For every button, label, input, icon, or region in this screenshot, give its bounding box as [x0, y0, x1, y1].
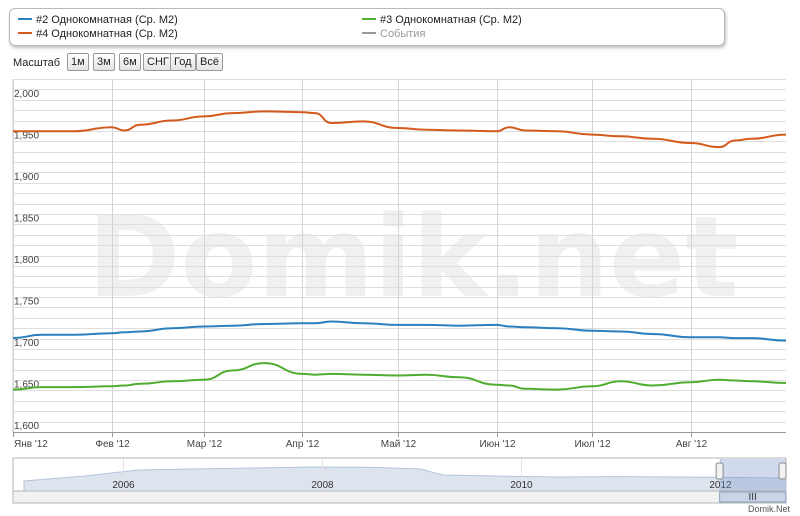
- scale-label: Масштаб: [13, 57, 61, 69]
- legend-item-series-3[interactable]: #3 Однокомнатная (Ср. М2): [362, 14, 522, 26]
- navigator-scrollbar[interactable]: III: [12, 490, 787, 504]
- y-tick-label: 2,000: [14, 89, 39, 100]
- legend-label: #3 Однокомнатная (Ср. М2): [380, 14, 522, 26]
- navigator-selection[interactable]: [719, 459, 786, 491]
- zoom-year-button[interactable]: Год: [170, 53, 196, 71]
- legend-swatch: [362, 18, 376, 21]
- y-tick-label: 1,950: [14, 130, 39, 141]
- scrollbar-thumb[interactable]: [719, 491, 787, 503]
- x-tick-label: Мар '12: [187, 439, 223, 450]
- zoom-6m-button[interactable]: 6м: [119, 53, 141, 71]
- legend-swatch: [362, 32, 376, 35]
- zoom-all-button[interactable]: Всё: [196, 53, 223, 71]
- x-tick-label: Июн '12: [479, 439, 515, 450]
- y-tick-label: 1,650: [14, 379, 39, 390]
- navigator-area: [23, 466, 787, 492]
- watermark-text: Domik.net: [87, 193, 738, 323]
- x-tick-label: Авг '12: [676, 439, 708, 450]
- navigator-right-handle[interactable]: [778, 462, 787, 480]
- legend-label: #4 Однокомнатная (Ср. М2): [36, 28, 178, 40]
- navigator-labels: 2006 2008 2010 2012: [112, 480, 732, 491]
- y-tick-label: 1,850: [14, 213, 39, 224]
- x-tick-label: Янв '12: [14, 439, 48, 450]
- legend: #2 Однокомнатная (Ср. М2) #4 Однокомнатн…: [9, 8, 725, 46]
- series-line: [12, 110, 787, 149]
- series-line: [12, 320, 787, 342]
- x-tick-label: Май '12: [381, 439, 417, 450]
- zoom-3m-button[interactable]: 3м: [93, 53, 115, 71]
- legend-label: #2 Однокомнатная (Ср. М2): [36, 14, 178, 26]
- navigator-left-handle[interactable]: [715, 462, 724, 480]
- horizontal-gridlines: [12, 79, 786, 433]
- vertical-gridlines: [13, 79, 786, 437]
- navigator-year-label: 2006: [112, 480, 135, 491]
- series-line: [12, 362, 787, 391]
- legend-swatch: [18, 18, 32, 21]
- y-axis-labels: 1,600 1,650 1,700 1,750 1,800 1,850 1,900 1,950…: [14, 89, 39, 432]
- y-tick-label: 1,750: [14, 296, 39, 307]
- legend-swatch: [18, 32, 32, 35]
- credit-text: Domik.Net: [748, 504, 791, 514]
- navigator-year-label: 2012: [709, 480, 732, 491]
- x-tick-label: Апр '12: [286, 439, 320, 450]
- legend-item-series-2[interactable]: #2 Однокомнатная (Ср. М2): [18, 14, 178, 26]
- y-tick-label: 1,700: [14, 338, 39, 349]
- navigator-year-label: 2008: [311, 480, 334, 491]
- scrollbar-track: [12, 490, 787, 504]
- navigator-year-label: 2010: [510, 480, 533, 491]
- x-tick-label: Июл '12: [574, 439, 611, 450]
- legend-item-events[interactable]: События: [362, 28, 425, 40]
- series-lines: [12, 110, 787, 391]
- x-axis-labels: Янв '12 Фев '12 Мар '12 Апр '12 Май '12 Июн '…: [14, 439, 708, 450]
- legend-label: События: [380, 28, 426, 40]
- x-tick-label: Фев '12: [95, 439, 130, 450]
- y-tick-label: 1,800: [14, 255, 39, 266]
- y-tick-label: 1,900: [14, 172, 39, 183]
- legend-item-series-4[interactable]: #4 Однокомнатная (Ср. М2): [18, 28, 178, 40]
- y-tick-label: 1,600: [14, 421, 39, 432]
- zoom-1m-button[interactable]: 1м: [67, 53, 89, 71]
- scrollbar-grip-icon: III: [749, 492, 757, 503]
